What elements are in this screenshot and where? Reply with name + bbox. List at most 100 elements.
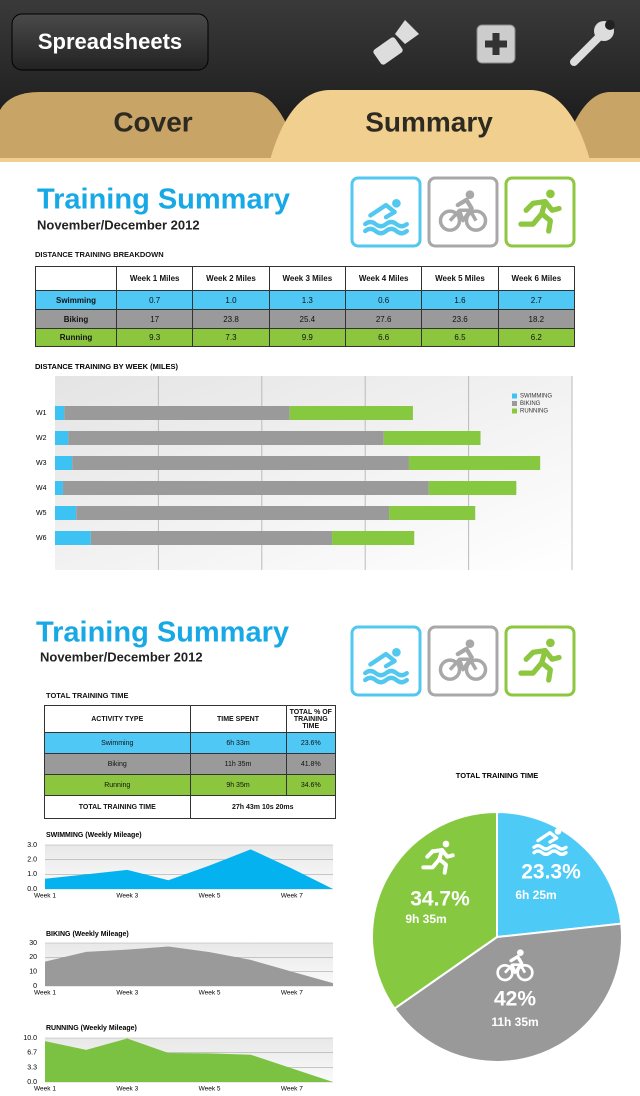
table-cell: 6.2 [497, 328, 576, 347]
column-header: Week 6 Miles [497, 266, 576, 291]
legend-swatch [512, 401, 517, 406]
tab-summary[interactable] [270, 90, 590, 160]
legend-label: RUNNING [520, 409, 548, 415]
table-cell: 27h 43m 10s 20ms [189, 795, 336, 819]
distance-table: Week 1 Miles Week 2 Miles Week 3 Miles Week… [35, 266, 576, 347]
time-table: ACTIVITY TYPE TIME SPENT TOTAL % OF TRAINI… [44, 705, 337, 819]
y-tick-label: W1 [36, 410, 47, 417]
bar-segment [72, 456, 409, 470]
table-cell: Running [44, 774, 191, 796]
y-tick-label: 3.3 [27, 1064, 37, 1071]
bar-segment [55, 456, 73, 470]
tab-cover[interactable] [0, 92, 300, 160]
table-cell: 1.0 [192, 290, 270, 310]
x-tick-label: Week 3 [116, 990, 138, 997]
bar-segment [332, 531, 415, 545]
y-tick-label: W4 [36, 485, 47, 492]
table-title: TOTAL TRAINING TIME [46, 691, 129, 700]
x-tick-label: Week 5 [199, 893, 221, 900]
icon-frame [350, 176, 422, 248]
table-row: Swimming 0.7 1.0 1.3 0.6 1.6 2.7 [35, 290, 576, 310]
pie-slice [371, 810, 498, 1010]
x-tick-label: Week 1 [34, 990, 56, 997]
table-cell: 0.7 [115, 290, 194, 310]
column-header: Week 1 Miles [115, 266, 194, 291]
slice-sublabel: 6h 25m [515, 888, 556, 902]
chart-title: SWIMMING (Weekly Mileage) [46, 832, 142, 839]
table-cell: 6h 33m [189, 732, 287, 754]
y-tick-label: 0.0 [27, 886, 37, 893]
y-tick-label: W6 [36, 535, 47, 542]
y-tick-label: W3 [36, 460, 47, 467]
table-cell: Running [35, 328, 117, 347]
bar-segment [408, 456, 541, 470]
table-cell: 9.3 [115, 328, 194, 347]
table-header: ACTIVITY TYPE TIME SPENT TOTAL % OF TRAINI… [44, 705, 337, 733]
bar-segment [55, 431, 69, 445]
table-cell: 18.2 [497, 309, 576, 329]
x-tick-label: Week 5 [199, 1086, 221, 1093]
bar-segment [68, 431, 384, 445]
slice-sublabel: 11h 35m [491, 1015, 538, 1029]
table-cell: 34.6% [285, 774, 337, 796]
tab-edge [0, 158, 640, 162]
y-tick-label: 0.0 [27, 1079, 37, 1086]
y-tick-label: 0 [33, 983, 37, 990]
legend-swatch [512, 408, 517, 414]
column-header: TIME SPENT [189, 705, 287, 733]
table-cell: Biking [44, 753, 191, 775]
table-header: Week 1 Miles Week 2 Miles Week 3 Miles Week… [35, 266, 576, 291]
bar-segment [55, 481, 63, 495]
tab-label[interactable]: Cover [113, 106, 192, 137]
y-tick-label: 30 [29, 940, 37, 947]
chart-title: BIKING (Weekly Mileage) [46, 931, 129, 938]
x-tick-label: Week 7 [281, 1086, 303, 1093]
y-tick-label: W5 [36, 510, 47, 517]
area [45, 849, 333, 889]
x-tick-label: Week 3 [116, 1086, 138, 1093]
x-tick-label: Week 3 [116, 893, 138, 900]
area [45, 946, 333, 986]
y-tick-label: 6.7 [27, 1049, 37, 1056]
y-tick-label: 10 [29, 969, 37, 976]
y-tick-label: W2 [36, 435, 47, 442]
x-tick-label: Week 5 [199, 990, 221, 997]
table-cell: 23.6 [421, 309, 499, 329]
app-button[interactable] [11, 13, 209, 71]
page-title: Training Summary [37, 184, 290, 216]
legend-label: SWIMMING [520, 394, 552, 400]
table-row: Biking 17 23.8 25.4 27.6 23.6 18.2 [35, 309, 576, 329]
tab-label[interactable]: Summary [365, 106, 493, 137]
x-tick-label: Week 1 [34, 893, 56, 900]
bar-segment [76, 506, 390, 520]
pie-slice [496, 810, 623, 939]
table-cell: 0.6 [344, 290, 423, 310]
bar-segment [389, 506, 476, 520]
column-header: Week 3 Miles [268, 266, 346, 291]
bar-segment [428, 481, 517, 495]
chart-title: DISTANCE TRAINING BY WEEK (MILES) [35, 362, 179, 371]
slice-sublabel: 9h 35m [405, 912, 446, 926]
bar-segment [55, 506, 77, 520]
column-header: TOTAL % OF TRAINING TIME [285, 705, 337, 733]
table-cell: 6.5 [421, 328, 499, 347]
y-tick-label: 2.0 [27, 857, 37, 864]
table-cell: TOTAL TRAINING TIME [44, 795, 191, 819]
add-icon[interactable] [476, 24, 516, 64]
bar-segment [383, 431, 481, 445]
table-cell: 23.8 [192, 309, 270, 329]
icon-frame [350, 625, 422, 697]
slice-label: 34.7% [410, 888, 470, 911]
column-header: Week 2 Miles [192, 266, 270, 291]
paint-icon[interactable] [372, 20, 419, 66]
bar-segment [55, 406, 65, 420]
settings-icon[interactable] [570, 20, 615, 66]
x-tick-label: Week 7 [281, 893, 303, 900]
bar-segment [90, 531, 333, 545]
app-button-label: Spreadsheets [38, 29, 182, 54]
y-tick-label: 10.0 [23, 1035, 37, 1042]
legend-swatch [512, 393, 517, 399]
y-tick-label: 1.0 [27, 871, 37, 878]
table-cell: 6.6 [344, 328, 423, 347]
